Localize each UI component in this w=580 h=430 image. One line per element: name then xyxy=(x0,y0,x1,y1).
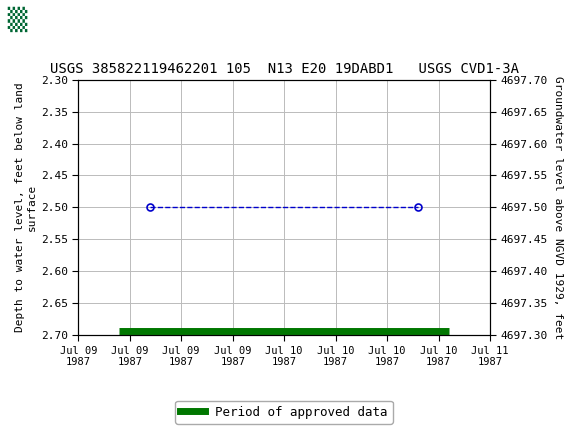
FancyBboxPatch shape xyxy=(5,3,37,36)
Text: ▒: ▒ xyxy=(8,6,27,32)
Legend: Period of approved data: Period of approved data xyxy=(175,401,393,424)
Y-axis label: Depth to water level, feet below land
surface: Depth to water level, feet below land su… xyxy=(15,83,37,332)
Title: USGS 385822119462201 105  N13 E20 19DABD1   USGS CVD1-3A: USGS 385822119462201 105 N13 E20 19DABD1… xyxy=(50,61,519,76)
Y-axis label: Groundwater level above NGVD 1929, feet: Groundwater level above NGVD 1929, feet xyxy=(553,76,563,339)
Text: USGS: USGS xyxy=(44,10,103,29)
